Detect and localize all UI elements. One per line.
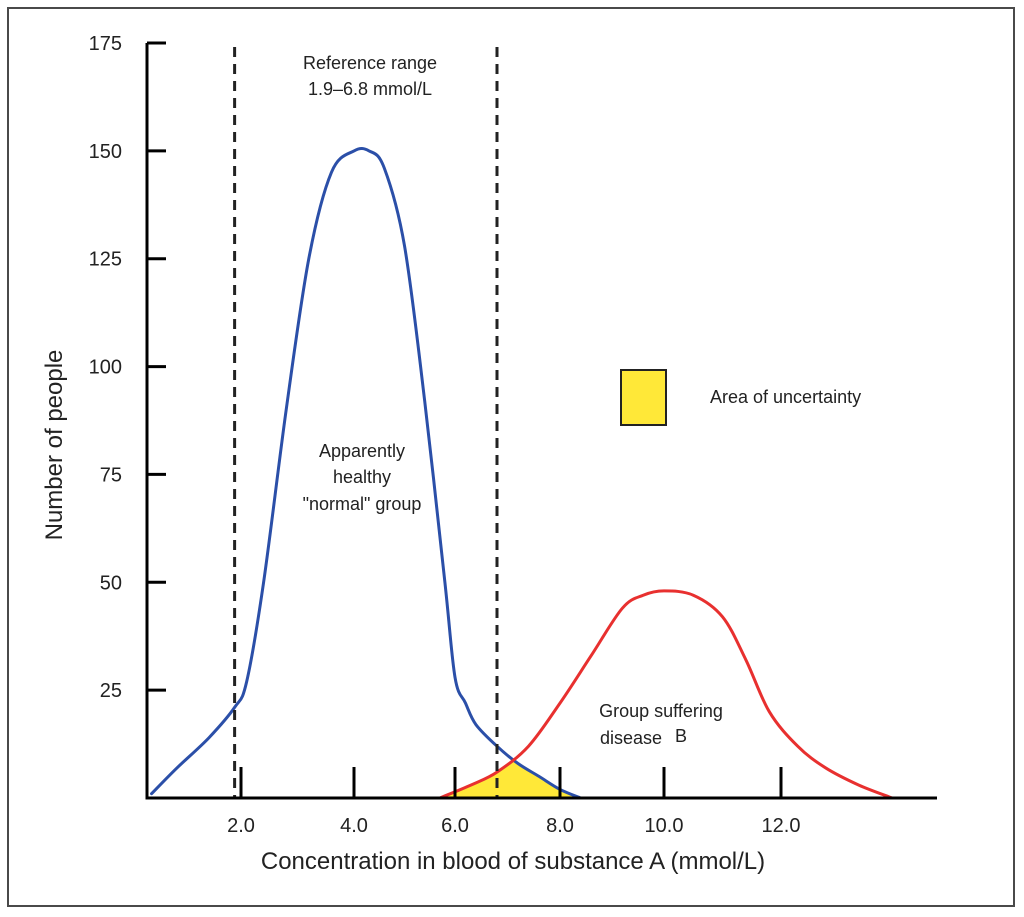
uncertainty-area-layer [439, 759, 581, 798]
healthy-group-curve [150, 146, 583, 800]
legend-swatch-area-of-uncertainty [620, 369, 667, 426]
y-tick-label-175: 175 [89, 33, 122, 55]
y-tick-label-150: 150 [89, 141, 122, 163]
disease-group-label-letter: B [675, 726, 687, 746]
y-tick-label-50: 50 [100, 572, 122, 594]
y-tick-label-75: 75 [100, 464, 122, 486]
reference-range-label-line2: 1.9–6.8 mmol/L [308, 79, 432, 99]
y-axis-title: Number of people [41, 350, 68, 541]
disease-group-curve [438, 589, 894, 800]
x-tick-label-10: 10.0 [645, 815, 684, 837]
x-tick-label-2: 2.0 [227, 815, 255, 837]
healthy-group-label-line2: healthy [333, 467, 391, 487]
axes: 25 50 75 100 125 150 175 2.0 4.0 6.0 8.0 10.0 12.0 [89, 33, 937, 837]
x-axis-title: Concentration in blood of substance A (m… [261, 848, 765, 875]
healthy-group-label-line1: Apparently [319, 441, 405, 461]
healthy-group-label-line3: "normal" group [303, 494, 422, 514]
y-tick-label-100: 100 [89, 357, 122, 379]
disease-group-label-line1: Group suffering [599, 701, 723, 721]
x-tick-label-4: 4.0 [340, 815, 368, 837]
x-tick-label-8: 8.0 [546, 815, 574, 837]
x-tick-label-6: 6.0 [441, 815, 469, 837]
reference-lines-layer [233, 47, 499, 798]
disease-group-label-line2: disease [600, 728, 662, 748]
y-tick-label-125: 125 [89, 249, 122, 271]
uncertainty-area [439, 759, 581, 798]
reference-range-label-line1: Reference range [303, 53, 437, 73]
series-layer [150, 146, 894, 800]
x-tick-label-12: 12.0 [762, 815, 801, 837]
y-tick-label-25: 25 [100, 680, 122, 702]
legend-label-area-of-uncertainty: Area of uncertainty [710, 387, 861, 407]
